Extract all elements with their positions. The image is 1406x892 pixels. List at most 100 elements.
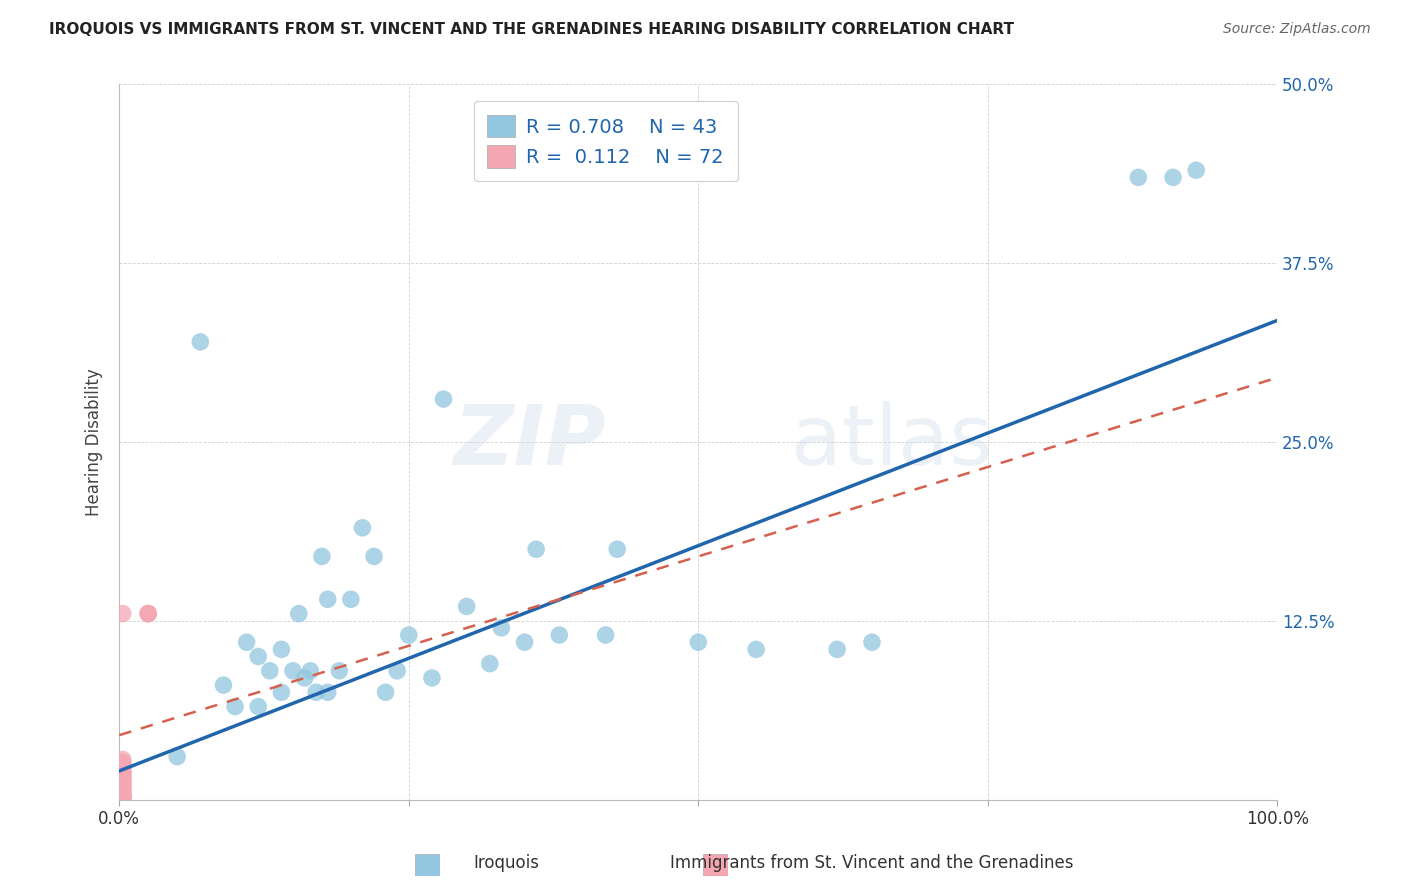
Text: atlas: atlas <box>792 401 993 483</box>
Point <box>111 789 134 804</box>
Point <box>111 789 134 804</box>
Point <box>111 764 134 778</box>
Point <box>111 782 134 797</box>
Point <box>111 789 134 804</box>
Point <box>111 759 134 773</box>
Point <box>111 789 134 804</box>
Text: Immigrants from St. Vincent and the Grenadines: Immigrants from St. Vincent and the Gren… <box>671 855 1073 872</box>
Point <box>247 699 270 714</box>
Point <box>111 789 134 804</box>
Point <box>111 789 134 804</box>
Point <box>111 766 134 780</box>
Point <box>548 628 571 642</box>
Point <box>111 787 134 801</box>
Point <box>595 628 617 642</box>
Point <box>111 781 134 796</box>
Point <box>491 621 513 635</box>
Point <box>398 628 420 642</box>
Legend: R = 0.708    N = 43, R =  0.112    N = 72: R = 0.708 N = 43, R = 0.112 N = 72 <box>474 102 738 181</box>
Point <box>111 789 134 804</box>
Text: Iroquois: Iroquois <box>474 855 538 872</box>
Point <box>111 768 134 782</box>
Point <box>111 756 134 770</box>
Point <box>111 789 134 804</box>
Point <box>111 789 134 804</box>
Point <box>111 789 134 804</box>
Point <box>111 775 134 789</box>
Y-axis label: Hearing Disability: Hearing Disability <box>86 368 103 516</box>
Point <box>111 789 134 804</box>
Text: Source: ZipAtlas.com: Source: ZipAtlas.com <box>1223 22 1371 37</box>
Point <box>111 789 134 804</box>
Point <box>340 592 363 607</box>
Point <box>294 671 316 685</box>
Point <box>270 642 292 657</box>
Point <box>111 780 134 794</box>
Point <box>111 763 134 777</box>
Point <box>311 549 333 564</box>
Point <box>166 749 188 764</box>
Point <box>111 789 134 804</box>
Point <box>224 699 246 714</box>
Point <box>111 789 134 804</box>
Point <box>860 635 883 649</box>
Point <box>1185 163 1208 178</box>
Point <box>111 789 134 804</box>
Point <box>524 542 547 557</box>
Point <box>385 664 408 678</box>
Point <box>136 607 159 621</box>
Point <box>111 789 134 804</box>
Text: IROQUOIS VS IMMIGRANTS FROM ST. VINCENT AND THE GRENADINES HEARING DISABILITY CO: IROQUOIS VS IMMIGRANTS FROM ST. VINCENT … <box>49 22 1014 37</box>
Point <box>111 789 134 804</box>
Point <box>111 765 134 780</box>
Point <box>606 542 628 557</box>
Point <box>287 607 309 621</box>
Point <box>247 649 270 664</box>
Point <box>688 635 710 649</box>
Point <box>111 777 134 791</box>
Point <box>111 789 134 804</box>
Point <box>352 521 374 535</box>
Point <box>432 392 454 406</box>
Point <box>513 635 536 649</box>
Point <box>111 785 134 799</box>
Point <box>316 685 339 699</box>
Point <box>111 789 134 804</box>
Point <box>111 789 134 804</box>
Point <box>281 664 304 678</box>
Point <box>111 789 134 804</box>
Point <box>235 635 257 649</box>
Point <box>420 671 443 685</box>
Point <box>111 784 134 798</box>
Point <box>111 771 134 785</box>
Point <box>270 685 292 699</box>
Point <box>363 549 385 564</box>
Point <box>111 789 134 804</box>
Point <box>111 789 134 804</box>
Point <box>111 789 134 804</box>
Point <box>111 789 134 804</box>
Point <box>111 607 134 621</box>
Point <box>111 789 134 804</box>
Point <box>328 664 350 678</box>
Point <box>111 789 134 804</box>
Text: ZIP: ZIP <box>453 401 606 483</box>
Point <box>259 664 281 678</box>
Point <box>111 789 134 804</box>
Point <box>1128 170 1150 185</box>
Point <box>478 657 501 671</box>
Point <box>825 642 848 657</box>
Point <box>111 789 134 804</box>
Point <box>1161 170 1184 185</box>
Point <box>305 685 328 699</box>
Point <box>111 773 134 788</box>
Point <box>111 770 134 784</box>
Point <box>111 752 134 766</box>
Point <box>111 772 134 787</box>
Point <box>111 789 134 804</box>
Point <box>316 592 339 607</box>
Point <box>111 789 134 804</box>
Point <box>456 599 478 614</box>
Point <box>111 789 134 804</box>
Point <box>111 789 134 804</box>
